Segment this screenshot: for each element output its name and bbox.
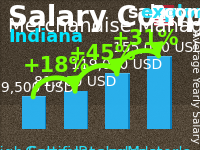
Bar (105, 74, 128, 129)
Text: salary: salary (127, 4, 188, 22)
Text: Merchandise Manager: Merchandise Manager (8, 17, 200, 36)
Bar (154, 19, 174, 21)
FancyBboxPatch shape (22, 96, 46, 97)
Bar (22, 97, 45, 129)
FancyBboxPatch shape (147, 56, 172, 57)
Text: Indiana: Indiana (8, 28, 83, 46)
Bar (154, 24, 174, 26)
Text: Average Yearly Salary: Average Yearly Salary (190, 30, 200, 144)
FancyBboxPatch shape (170, 57, 172, 129)
Bar (154, 5, 174, 7)
Bar (154, 22, 174, 24)
Text: Salary Comparison By Education: Salary Comparison By Education (8, 4, 200, 32)
Bar (154, 15, 174, 16)
Bar (154, 5, 162, 16)
FancyBboxPatch shape (105, 73, 130, 74)
FancyBboxPatch shape (45, 97, 46, 129)
Text: 155,000 USD: 155,000 USD (113, 42, 200, 56)
FancyBboxPatch shape (128, 74, 130, 129)
Bar (154, 7, 174, 8)
Text: 69,500 USD: 69,500 USD (0, 81, 74, 95)
Bar (154, 12, 174, 13)
Bar (147, 57, 170, 129)
Bar (154, 8, 174, 10)
Bar (154, 21, 174, 22)
Text: .com: .com (157, 4, 200, 22)
Text: +31%: +31% (112, 29, 180, 49)
Text: +45%: +45% (69, 44, 137, 64)
Bar (154, 13, 174, 15)
Bar (154, 10, 174, 12)
Text: +18%: +18% (23, 56, 90, 76)
Text: 119,000 USD: 119,000 USD (71, 58, 163, 72)
FancyBboxPatch shape (87, 91, 88, 129)
Text: 81,700 USD: 81,700 USD (34, 75, 116, 89)
Bar (154, 18, 174, 19)
Text: explorer: explorer (141, 4, 200, 22)
Bar (154, 16, 174, 18)
Bar (64, 91, 87, 129)
